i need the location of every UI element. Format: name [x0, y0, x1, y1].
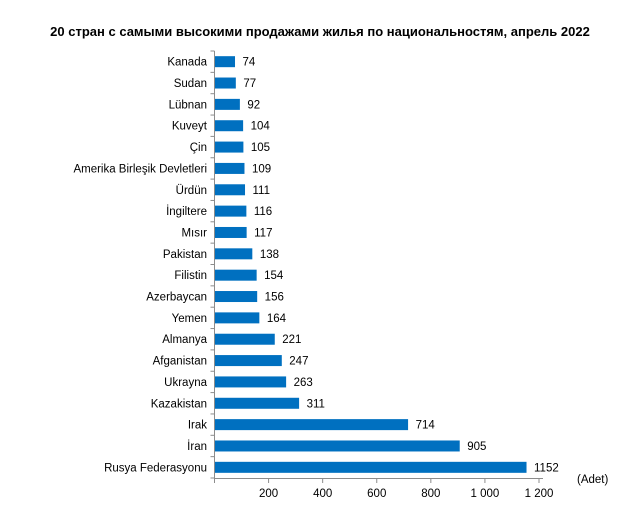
bar [215, 98, 240, 110]
value-label: 117 [254, 227, 272, 239]
value-label: 263 [294, 377, 313, 389]
category-label: Kazakistan [151, 398, 207, 410]
bar [215, 248, 253, 260]
bar [215, 226, 247, 238]
value-label: 109 [252, 163, 271, 175]
x-tick-label: 200 [259, 488, 278, 500]
category-label: Mısır [181, 227, 207, 239]
bar [215, 419, 409, 431]
bar [215, 333, 275, 345]
value-label: 164 [267, 313, 287, 325]
bars-layer: Kanada 74 Sudan 77 Lübnan 92 Kuveyt 104 Çin 105 Am… [73, 56, 559, 474]
bar [215, 312, 260, 324]
value-label: 714 [416, 420, 436, 432]
bar [215, 141, 244, 153]
value-label: 92 [247, 99, 260, 111]
category-label: Almanya [162, 334, 207, 346]
category-label: Pakistan [163, 249, 207, 261]
category-label: Yemen [172, 313, 207, 325]
value-label: 111 [253, 185, 270, 197]
category-label: Lübnan [169, 99, 207, 111]
x-tick-label: 1 000 [471, 488, 500, 500]
x-axis: 200 400 600 800 1 000 1 200 [210, 50, 554, 500]
bar [215, 184, 246, 196]
category-label: Kanada [167, 57, 207, 69]
category-label: Ukrayna [164, 377, 207, 389]
category-label: Ürdün [176, 185, 207, 197]
bar [215, 291, 258, 303]
bar [215, 77, 236, 89]
x-tick-label: 600 [367, 488, 386, 500]
category-label: Afganistan [153, 356, 207, 368]
value-label: 116 [254, 206, 272, 218]
x-tick-label: 800 [421, 488, 440, 500]
value-label: 154 [264, 270, 284, 282]
bar [215, 376, 287, 388]
bar [215, 205, 247, 217]
value-label: 247 [289, 356, 308, 368]
bar [215, 440, 460, 452]
category-label: Azerbaycan [146, 292, 207, 304]
x-tick-label: 1 200 [525, 488, 554, 500]
value-label: 74 [243, 57, 256, 69]
bar [215, 56, 236, 68]
category-label: İran [187, 440, 207, 453]
category-label: Çin [190, 142, 207, 154]
bar [215, 162, 245, 174]
value-label: 221 [282, 334, 301, 346]
value-label: 105 [251, 142, 270, 154]
value-label: 311 [307, 398, 325, 410]
category-label: Sudan [174, 78, 207, 90]
bar [215, 269, 257, 281]
category-label: Irak [188, 420, 207, 432]
value-label: 104 [251, 121, 271, 133]
value-label: 77 [243, 78, 256, 90]
value-label: 1152 [534, 462, 559, 474]
category-label: Kuveyt [172, 121, 208, 133]
category-label: Filistin [174, 270, 207, 282]
value-label: 905 [467, 441, 486, 453]
value-label: 156 [265, 292, 284, 304]
bar [215, 120, 244, 132]
bar [215, 397, 300, 409]
unit-label: (Adet) [577, 474, 608, 486]
x-tick-label: 400 [313, 488, 332, 500]
value-label: 138 [260, 249, 279, 261]
category-label: İngiltere [166, 205, 207, 218]
category-label: Rusya Federasyonu [104, 462, 207, 474]
chart-title: 20 стран с самыми высокими продажами жил… [50, 24, 590, 39]
category-label: Amerika Birleşik Devletleri [73, 163, 207, 175]
bar [215, 355, 282, 367]
bar [215, 461, 527, 473]
